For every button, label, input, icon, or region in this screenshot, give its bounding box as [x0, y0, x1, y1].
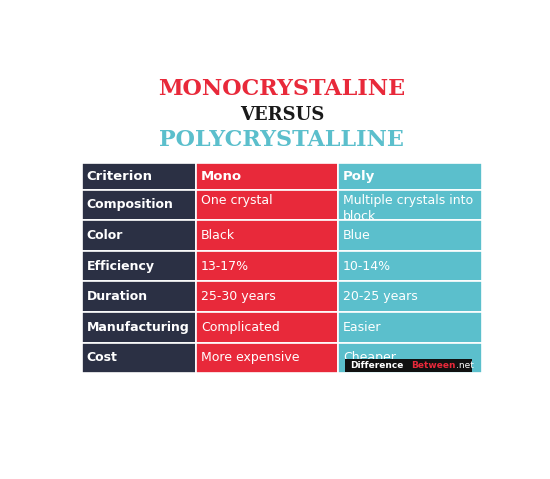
Bar	[81, 190, 196, 220]
Bar	[81, 312, 196, 342]
Text: Cheaper: Cheaper	[343, 352, 396, 365]
Bar	[81, 162, 196, 190]
Text: Difference: Difference	[350, 361, 404, 370]
Text: Composition: Composition	[87, 198, 174, 211]
Text: Poly: Poly	[343, 170, 375, 182]
Text: Mono: Mono	[201, 170, 242, 182]
Text: Manufacturing: Manufacturing	[87, 321, 189, 334]
Bar	[81, 281, 196, 312]
Text: 20-25 years: 20-25 years	[343, 290, 418, 303]
Bar	[81, 342, 196, 373]
Bar	[81, 220, 196, 251]
Text: Efficiency: Efficiency	[87, 260, 155, 273]
Bar	[338, 220, 482, 251]
Text: Color: Color	[87, 229, 123, 242]
Bar	[196, 342, 338, 373]
Text: 25-30 years: 25-30 years	[201, 290, 276, 303]
Bar	[338, 162, 482, 190]
Bar	[196, 312, 338, 342]
Text: Criterion: Criterion	[87, 170, 153, 182]
Bar	[196, 162, 338, 190]
Text: Blue: Blue	[343, 229, 371, 242]
Bar	[338, 190, 482, 220]
Text: VERSUS: VERSUS	[240, 106, 324, 124]
Bar	[338, 342, 482, 373]
Bar	[338, 281, 482, 312]
Text: One crystal: One crystal	[201, 194, 272, 207]
Text: Complicated: Complicated	[201, 321, 279, 334]
Text: Black: Black	[201, 229, 235, 242]
Bar	[338, 251, 482, 281]
Bar	[196, 251, 338, 281]
Bar	[345, 359, 472, 372]
Bar	[196, 220, 338, 251]
Text: MONOCRYSTALINE: MONOCRYSTALINE	[158, 78, 405, 100]
Text: Easier: Easier	[343, 321, 382, 334]
Text: POLYCRYSTALLINE: POLYCRYSTALLINE	[160, 129, 404, 151]
Bar	[196, 281, 338, 312]
Text: 13-17%: 13-17%	[201, 260, 249, 273]
Bar	[81, 251, 196, 281]
Text: Cost: Cost	[87, 352, 118, 365]
Bar	[196, 190, 338, 220]
Bar	[338, 312, 482, 342]
Text: Between: Between	[411, 361, 456, 370]
Text: .net: .net	[455, 361, 474, 370]
Text: More expensive: More expensive	[201, 352, 299, 365]
Text: Multiple crystals into
block: Multiple crystals into block	[343, 194, 473, 223]
Text: 10-14%: 10-14%	[343, 260, 391, 273]
Text: Duration: Duration	[87, 290, 148, 303]
